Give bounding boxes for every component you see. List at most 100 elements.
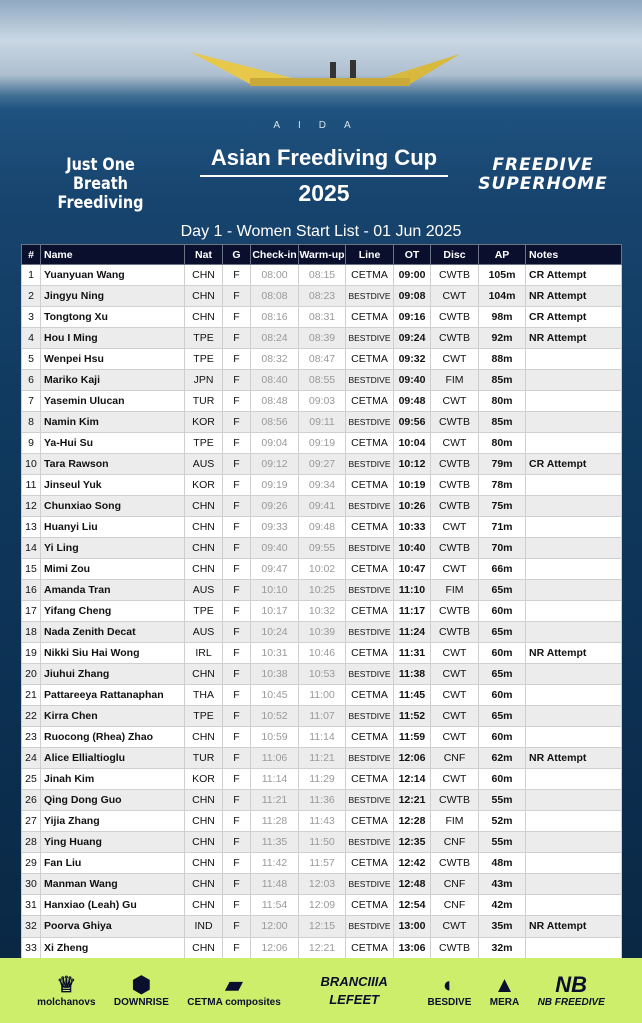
cell-name: Yi Ling	[40, 537, 185, 560]
sponsor-nb-freedive-logo: NB NB FREEDIVE	[537, 971, 605, 1008]
cell-announced-performance: 104m	[478, 285, 526, 308]
cell-official-top: 11:45	[393, 684, 431, 707]
cell-warm-up: 08:47	[298, 348, 346, 371]
cell-official-top: 11:17	[393, 600, 431, 623]
cell-line: CETMA	[345, 642, 394, 665]
table-row: 23 Ruocong (Rhea) Zhao CHN F 10:59 11:14 CETMA…	[21, 726, 622, 749]
cell-official-top: 11:59	[393, 726, 431, 749]
cell-name: Yuanyuan Wang	[40, 263, 185, 287]
cell-official-top: 11:10	[393, 579, 431, 602]
cell-check-in: 10:38	[250, 663, 299, 686]
cell-discipline: CWTB	[430, 263, 479, 287]
column-header: Nat	[184, 244, 223, 265]
cell-number: 9	[21, 432, 41, 455]
cell-official-top: 12:35	[393, 831, 431, 854]
cell-warm-up: 11:50	[298, 831, 346, 854]
cell-number: 20	[21, 663, 41, 686]
cell-check-in: 08:24	[250, 327, 299, 350]
cell-name: Ying Huang	[40, 831, 185, 854]
cell-notes: NR Attempt	[525, 285, 622, 308]
table-row: 14 Yi Ling CHN F 09:40 09:55 BESTDIVE 10:40 CWTB…	[21, 537, 622, 560]
cell-discipline: CWT	[430, 642, 479, 665]
cell-name: Yijia Zhang	[40, 810, 185, 833]
cell-check-in: 09:40	[250, 537, 299, 560]
cell-line: BESTDIVE	[345, 327, 394, 350]
cell-warm-up: 09:55	[298, 537, 346, 560]
cell-line: CETMA	[345, 894, 394, 917]
cell-discipline: CWTB	[430, 453, 479, 476]
cell-notes: CR Attempt	[525, 263, 622, 287]
cell-check-in: 10:52	[250, 705, 299, 728]
cell-discipline: CWTB	[430, 621, 479, 644]
cell-line: BESTDIVE	[345, 831, 394, 854]
cell-check-in: 11:14	[250, 768, 299, 791]
table-row: 20 Jiuhui Zhang CHN F 10:38 10:53 BESTDIVE 11:3…	[21, 663, 622, 686]
cell-name: Yasemin Ulucan	[40, 390, 185, 413]
cell-gender: F	[222, 263, 251, 287]
cell-announced-performance: 80m	[478, 390, 526, 413]
cell-nationality: CHN	[184, 306, 223, 329]
cell-line: CETMA	[345, 516, 394, 539]
cell-discipline: CWTB	[430, 852, 479, 875]
cell-check-in: 08:40	[250, 369, 299, 392]
cell-notes	[525, 537, 622, 560]
cell-warm-up: 12:03	[298, 873, 346, 896]
cell-announced-performance: 65m	[478, 705, 526, 728]
table-row: 11 Jinseul Yuk KOR F 09:19 09:34 CETMA 10:19 CWT…	[21, 474, 622, 497]
cell-discipline: CNF	[430, 747, 479, 770]
cell-name: Fan Liu	[40, 852, 185, 875]
cell-announced-performance: 48m	[478, 852, 526, 875]
cell-number: 14	[21, 537, 41, 560]
cell-official-top: 10:04	[393, 432, 431, 455]
cell-warm-up: 11:29	[298, 768, 346, 791]
cell-check-in: 08:08	[250, 285, 299, 308]
cell-nationality: AUS	[184, 453, 223, 476]
cell-nationality: CHN	[184, 263, 223, 287]
cell-gender: F	[222, 327, 251, 350]
cell-line: BESTDIVE	[345, 579, 394, 602]
table-header-row: # Name Nat G Check-in Warm-up Line OT Disc AP Note…	[21, 244, 622, 265]
cell-name: Namin Kim	[40, 411, 185, 434]
start-list-subtitle: Day 1 - Women Start List - 01 Jun 2025	[180, 223, 462, 240]
cell-nationality: CHN	[184, 831, 223, 854]
cell-line: BESTDIVE	[345, 453, 394, 476]
cell-discipline: CWTB	[430, 474, 479, 497]
cell-notes	[525, 579, 622, 602]
boat-illustration	[190, 52, 460, 86]
cell-announced-performance: 92m	[478, 327, 526, 350]
cell-number: 12	[21, 495, 41, 518]
cell-number: 17	[21, 600, 41, 623]
table-row: 28 Ying Huang CHN F 11:35 11:50 BESTDIVE 12:35 C…	[21, 831, 622, 854]
cell-gender: F	[222, 516, 251, 539]
cell-line: BESTDIVE	[345, 411, 394, 434]
just-one-breath-logo: Just One Breath Freediving	[57, 155, 144, 213]
cell-notes	[525, 873, 622, 896]
cell-official-top: 10:33	[393, 516, 431, 539]
cell-number: 5	[21, 348, 41, 371]
cell-gender: F	[222, 789, 251, 812]
cell-name: Kirra Chen	[40, 705, 185, 728]
cell-gender: F	[222, 810, 251, 833]
cell-discipline: FIM	[430, 810, 479, 833]
cell-discipline: CWT	[430, 915, 479, 938]
cell-notes	[525, 432, 622, 455]
sponsor-molchanovs-logo: ♕ molchanovs	[37, 971, 96, 1008]
cell-announced-performance: 55m	[478, 789, 526, 812]
cell-official-top: 11:24	[393, 621, 431, 644]
cell-number: 3	[21, 306, 41, 329]
freedive-superhome-logo: FREEDIVE SUPERHOME	[478, 155, 608, 194]
table-row: 13 Huanyi Liu CHN F 09:33 09:48 CETMA 10:33 CWT 7…	[21, 516, 622, 539]
cell-notes	[525, 894, 622, 917]
cell-gender: F	[222, 306, 251, 329]
cell-check-in: 08:48	[250, 390, 299, 413]
table-row: 16 Amanda Tran AUS F 10:10 10:25 BESTDIVE 11:10…	[21, 579, 622, 602]
cell-gender: F	[222, 726, 251, 749]
cell-check-in: 09:04	[250, 432, 299, 455]
cell-warm-up: 08:15	[298, 263, 346, 287]
cell-notes: NR Attempt	[525, 747, 622, 770]
cell-announced-performance: 66m	[478, 558, 526, 581]
cell-notes	[525, 474, 622, 497]
cell-name: Mimi Zou	[40, 558, 185, 581]
cell-check-in: 08:16	[250, 306, 299, 329]
cell-discipline: CWTB	[430, 789, 479, 812]
